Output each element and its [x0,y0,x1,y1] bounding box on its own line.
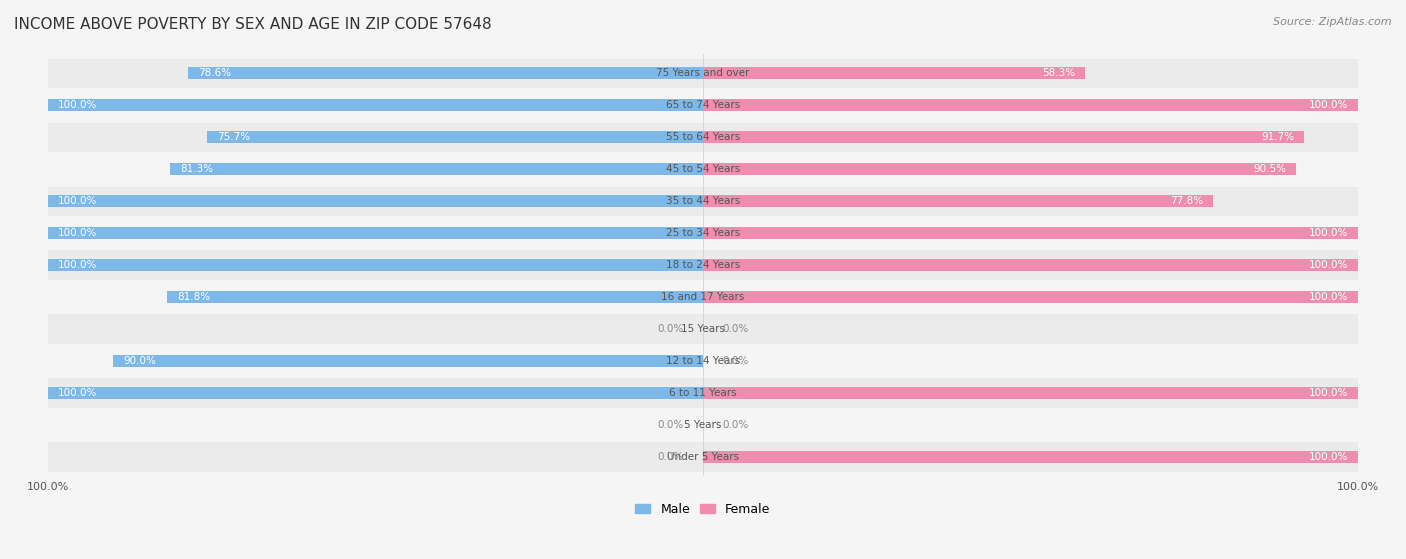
Bar [703,451,1358,463]
Text: 12 to 14 Years: 12 to 14 Years [666,356,740,366]
Text: Under 5 Years: Under 5 Years [666,452,740,462]
Bar [48,314,1358,344]
Text: 100.0%: 100.0% [1309,260,1348,270]
Bar [188,67,703,79]
Text: 90.0%: 90.0% [124,356,156,366]
Text: 100.0%: 100.0% [1309,388,1348,398]
Text: INCOME ABOVE POVERTY BY SEX AND AGE IN ZIP CODE 57648: INCOME ABOVE POVERTY BY SEX AND AGE IN Z… [14,17,492,32]
Bar [207,131,703,143]
Bar [703,259,1358,271]
Bar [703,195,1213,207]
Bar [114,355,703,367]
Bar [48,282,1358,312]
Bar [48,122,1358,152]
Text: 100.0%: 100.0% [1309,292,1348,302]
Bar [703,227,1358,239]
Text: 6 to 11 Years: 6 to 11 Years [669,388,737,398]
Text: 91.7%: 91.7% [1261,132,1294,143]
Bar [48,195,703,207]
Bar [48,187,1358,216]
Bar [48,227,703,239]
Text: 35 to 44 Years: 35 to 44 Years [666,196,740,206]
Text: 18 to 24 Years: 18 to 24 Years [666,260,740,270]
Text: 0.0%: 0.0% [657,420,683,430]
Text: 100.0%: 100.0% [1309,100,1348,110]
Bar [48,59,1358,88]
Text: 5 Years: 5 Years [685,420,721,430]
Text: 75.7%: 75.7% [217,132,250,143]
Bar [167,291,703,303]
Bar [48,378,1358,408]
Bar [48,410,1358,440]
Bar [48,91,1358,120]
Text: 75 Years and over: 75 Years and over [657,68,749,78]
Bar [703,163,1296,176]
Bar [703,99,1358,111]
Text: 58.3%: 58.3% [1042,68,1076,78]
Text: 100.0%: 100.0% [58,100,97,110]
Bar [703,131,1303,143]
Bar [703,387,1358,399]
Text: 81.3%: 81.3% [180,164,214,174]
Text: 100.0%: 100.0% [58,260,97,270]
Text: 0.0%: 0.0% [723,324,749,334]
Text: 100.0%: 100.0% [1309,228,1348,238]
Bar [48,154,1358,184]
Bar [48,347,1358,376]
Bar [48,259,703,271]
Bar [48,99,703,111]
Bar [170,163,703,176]
Bar [48,250,1358,280]
Text: 15 Years: 15 Years [681,324,725,334]
Text: 0.0%: 0.0% [723,356,749,366]
Text: 16 and 17 Years: 16 and 17 Years [661,292,745,302]
Text: 100.0%: 100.0% [58,388,97,398]
Bar [48,442,1358,472]
Text: 100.0%: 100.0% [58,196,97,206]
Text: 0.0%: 0.0% [723,420,749,430]
Text: 77.8%: 77.8% [1170,196,1204,206]
Text: 100.0%: 100.0% [58,228,97,238]
Text: 0.0%: 0.0% [657,452,683,462]
Bar [48,219,1358,248]
Text: 78.6%: 78.6% [198,68,231,78]
Bar [703,67,1085,79]
Text: 81.8%: 81.8% [177,292,209,302]
Bar [703,291,1358,303]
Text: 55 to 64 Years: 55 to 64 Years [666,132,740,143]
Text: Source: ZipAtlas.com: Source: ZipAtlas.com [1274,17,1392,27]
Text: 25 to 34 Years: 25 to 34 Years [666,228,740,238]
Text: 90.5%: 90.5% [1253,164,1286,174]
Text: 100.0%: 100.0% [1309,452,1348,462]
Text: 0.0%: 0.0% [657,324,683,334]
Legend: Male, Female: Male, Female [630,498,776,520]
Text: 45 to 54 Years: 45 to 54 Years [666,164,740,174]
Bar [48,387,703,399]
Text: 65 to 74 Years: 65 to 74 Years [666,100,740,110]
